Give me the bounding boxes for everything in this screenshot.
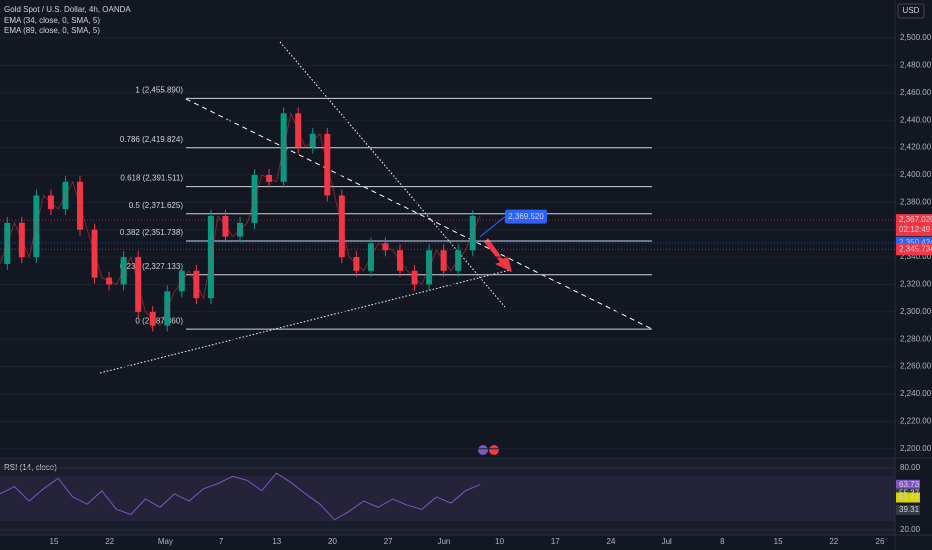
price-tick-label: 2,280.00 — [900, 334, 932, 343]
fib-label: 0.5 (2,371.625) — [129, 201, 184, 210]
price-tick-label: 2,240.00 — [900, 389, 932, 398]
price-tick-label: 2,480.00 — [900, 61, 932, 70]
fib-label: 1 (2,455.890) — [135, 86, 183, 95]
price-tick-label: 2,300.00 — [900, 307, 932, 316]
rsi-badge-label: 63.73 — [899, 480, 920, 489]
date-label: 24 — [607, 537, 616, 546]
date-label: 7 — [219, 537, 224, 546]
rsi-tick-label: 20.00 — [900, 525, 921, 534]
date-label: 8 — [720, 537, 725, 546]
date-label: Jun — [437, 537, 450, 546]
price-tick-label: 2,500.00 — [900, 33, 932, 42]
countdown: 02:12:49 — [899, 225, 931, 234]
fib-label: 0.382 (2,351.738) — [120, 228, 183, 237]
date-label: Jul — [662, 537, 672, 546]
price-badge — [896, 214, 932, 237]
price-tick-label: 2,220.00 — [900, 417, 932, 426]
date-label: 15 — [50, 537, 59, 546]
rsi-badge — [896, 505, 920, 516]
fib-label: 0.236 (2,327.133) — [120, 262, 183, 271]
price-tick-label: 2,380.00 — [900, 197, 932, 206]
price-line — [0, 111, 481, 327]
rsi-tick-label: 80.00 — [900, 463, 921, 472]
date-label: 22 — [105, 537, 114, 546]
trendline-dashed — [185, 98, 653, 330]
price-tick-label: 2,440.00 — [900, 115, 932, 124]
callout-box — [505, 209, 547, 224]
rsi-badge — [896, 492, 920, 503]
date-label: 27 — [384, 537, 393, 546]
price-tick-label: 2,200.00 — [900, 444, 932, 453]
rsi-badge — [896, 479, 920, 490]
price-tick-label: 2,320.00 — [900, 280, 932, 289]
price-tick-label: 2,340.00 — [900, 252, 932, 261]
callout-label: 2,369.520 — [508, 212, 544, 221]
price-tick-label: 2,420.00 — [900, 143, 932, 152]
price-tick-label: 2,400.00 — [900, 170, 932, 179]
rsi-badge-label: 51.44 — [899, 493, 920, 502]
price-badge-label: 2,367.020 — [899, 215, 932, 224]
price-badge — [896, 243, 932, 256]
rsi-badge-label: 39.31 — [899, 505, 920, 514]
rsi-line — [0, 472, 481, 521]
currency-button[interactable] — [897, 3, 925, 19]
rsi-pane — [0, 458, 895, 535]
date-label: 22 — [829, 537, 838, 546]
down-arrow — [484, 238, 512, 272]
price-badge-label: 2,350.424 — [899, 238, 932, 247]
fib-label: 0 (2,287.360) — [135, 316, 183, 325]
price-tick-label: 2,460.00 — [900, 88, 932, 97]
date-label: 15 — [774, 537, 783, 546]
price-badge-label: 2,345.734 — [899, 244, 932, 253]
date-label: 20 — [328, 537, 337, 546]
event-icon[interactable] — [478, 445, 488, 455]
indicator: EMA (89, close, 0, SMA, 5) — [4, 26, 100, 35]
price-tick-label: 2,260.00 — [900, 362, 932, 371]
date-label: 10 — [495, 537, 504, 546]
fib-label: 0.786 (2,419.824) — [120, 135, 183, 144]
fib-label: 0.618 (2,391.511) — [120, 174, 183, 183]
date-label: 26 — [876, 537, 885, 546]
indicator: EMA (34, close, 0, SMA, 5) — [4, 16, 100, 25]
event-icon[interactable] — [489, 445, 499, 455]
date-label: May — [158, 537, 173, 546]
date-label: 13 — [272, 537, 281, 546]
currency[interactable]: USD — [903, 6, 920, 15]
callout-line — [479, 216, 506, 238]
rsi-band — [0, 476, 895, 521]
trendline-dotted — [99, 269, 511, 374]
date-label: 17 — [551, 537, 560, 546]
symbol: Gold Spot / U.S. Dollar, 4h, OANDA — [4, 5, 131, 14]
